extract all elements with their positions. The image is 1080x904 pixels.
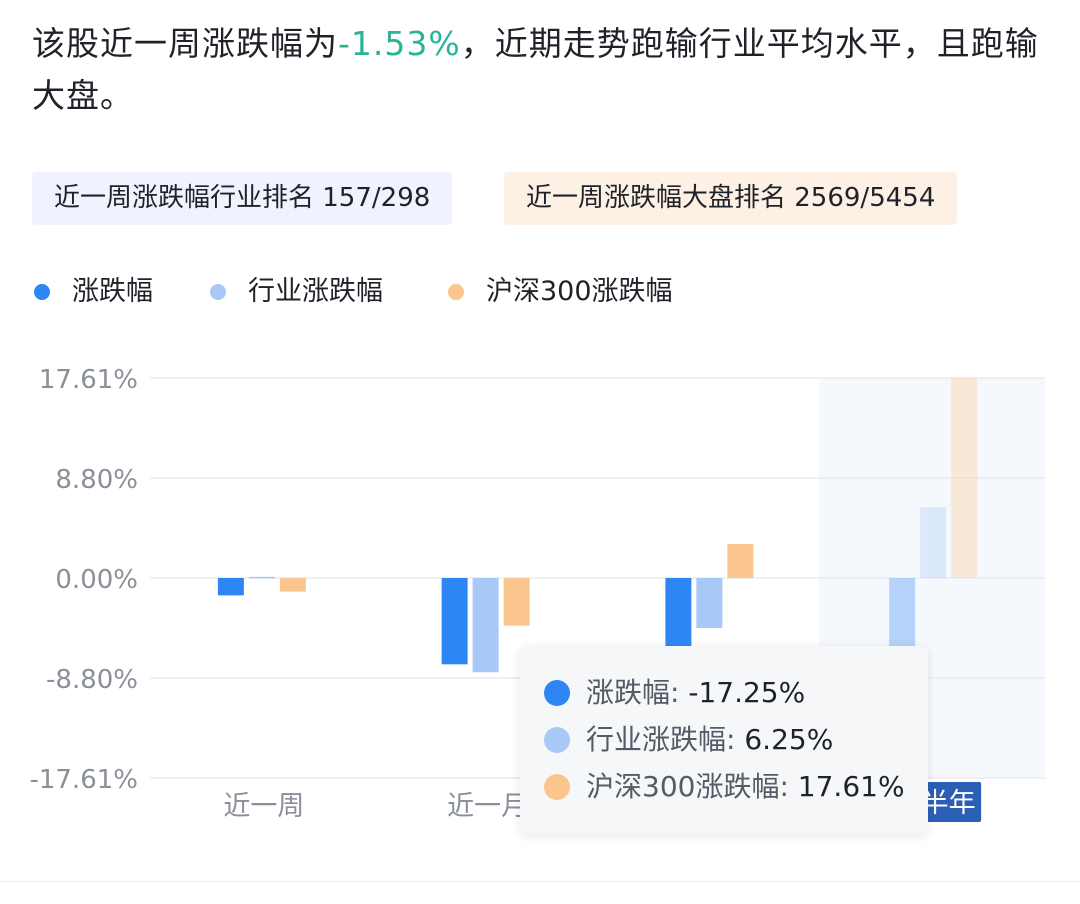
tooltip-dot-industry-icon <box>544 727 570 753</box>
market-rank-badge: 近一周涨跌幅大盘排名 2569/5454 <box>504 172 958 225</box>
bar-hs300 <box>727 543 754 578</box>
y-tick-label: -8.80% <box>46 665 138 695</box>
summary-week-change: -1.53% <box>338 24 461 63</box>
legend-dot-stock-icon <box>34 284 50 300</box>
tooltip-dot-hs300-icon <box>544 774 570 800</box>
legend-label-hs300: 沪深300涨跌幅 <box>486 276 673 307</box>
summary-text: 该股近一周涨跌幅为-1.53%，近期走势跑输行业平均水平，且跑输大盘。 <box>32 18 1062 122</box>
tooltip-label-hs300: 沪深300涨跌幅 <box>586 770 780 803</box>
summary-suffix: ，近期走势跑输行业平均水平，且跑输大盘。 <box>32 24 1039 115</box>
bottom-divider <box>0 881 1080 882</box>
tooltip-label-stock: 涨跌幅 <box>586 676 671 709</box>
summary-prefix: 该股近一周涨跌幅为 <box>32 24 338 63</box>
legend-dot-industry-icon <box>210 284 226 300</box>
bar-stock <box>441 578 468 665</box>
y-tick-label: 8.80% <box>55 465 138 495</box>
bar-industry <box>472 578 499 673</box>
legend-dot-hs300-icon <box>448 284 464 300</box>
x-tick-label: 近一月 <box>447 791 528 822</box>
y-tick-label: 17.61% <box>39 365 138 395</box>
tooltip-label-industry: 行业涨跌幅 <box>586 723 727 756</box>
legend-label-industry: 行业涨跌幅 <box>248 276 383 307</box>
bar-hs300 <box>503 578 530 626</box>
legend-label-stock: 涨跌幅 <box>72 276 153 307</box>
change-comparison-chart[interactable]: 17.61%8.80%0.00%-8.80%-17.61%近一周近一月近三月近半… <box>0 340 1080 840</box>
y-tick-label: -17.61% <box>29 765 138 795</box>
industry-rank-badge: 近一周涨跌幅行业排名 157/298 <box>32 172 453 225</box>
tooltip-dot-stock-icon <box>544 680 570 706</box>
bar-industry <box>920 507 947 578</box>
y-tick-label: 0.00% <box>55 565 138 595</box>
x-tick-label: 近一周 <box>223 791 304 822</box>
tooltip-value-stock: -17.25% <box>688 676 806 709</box>
bar-stock <box>217 578 244 596</box>
bar-hs300 <box>279 578 306 592</box>
bar-hs300 <box>951 378 978 578</box>
bar-industry <box>248 576 275 579</box>
tooltip-value-industry: 6.25% <box>744 723 834 756</box>
chart-tooltip: 涨跌幅: -17.25% 行业涨跌幅: 6.25% 沪深300涨跌幅: 17.6… <box>520 646 928 834</box>
bar-industry <box>696 578 723 628</box>
tooltip-value-hs300: 17.61% <box>797 770 905 803</box>
